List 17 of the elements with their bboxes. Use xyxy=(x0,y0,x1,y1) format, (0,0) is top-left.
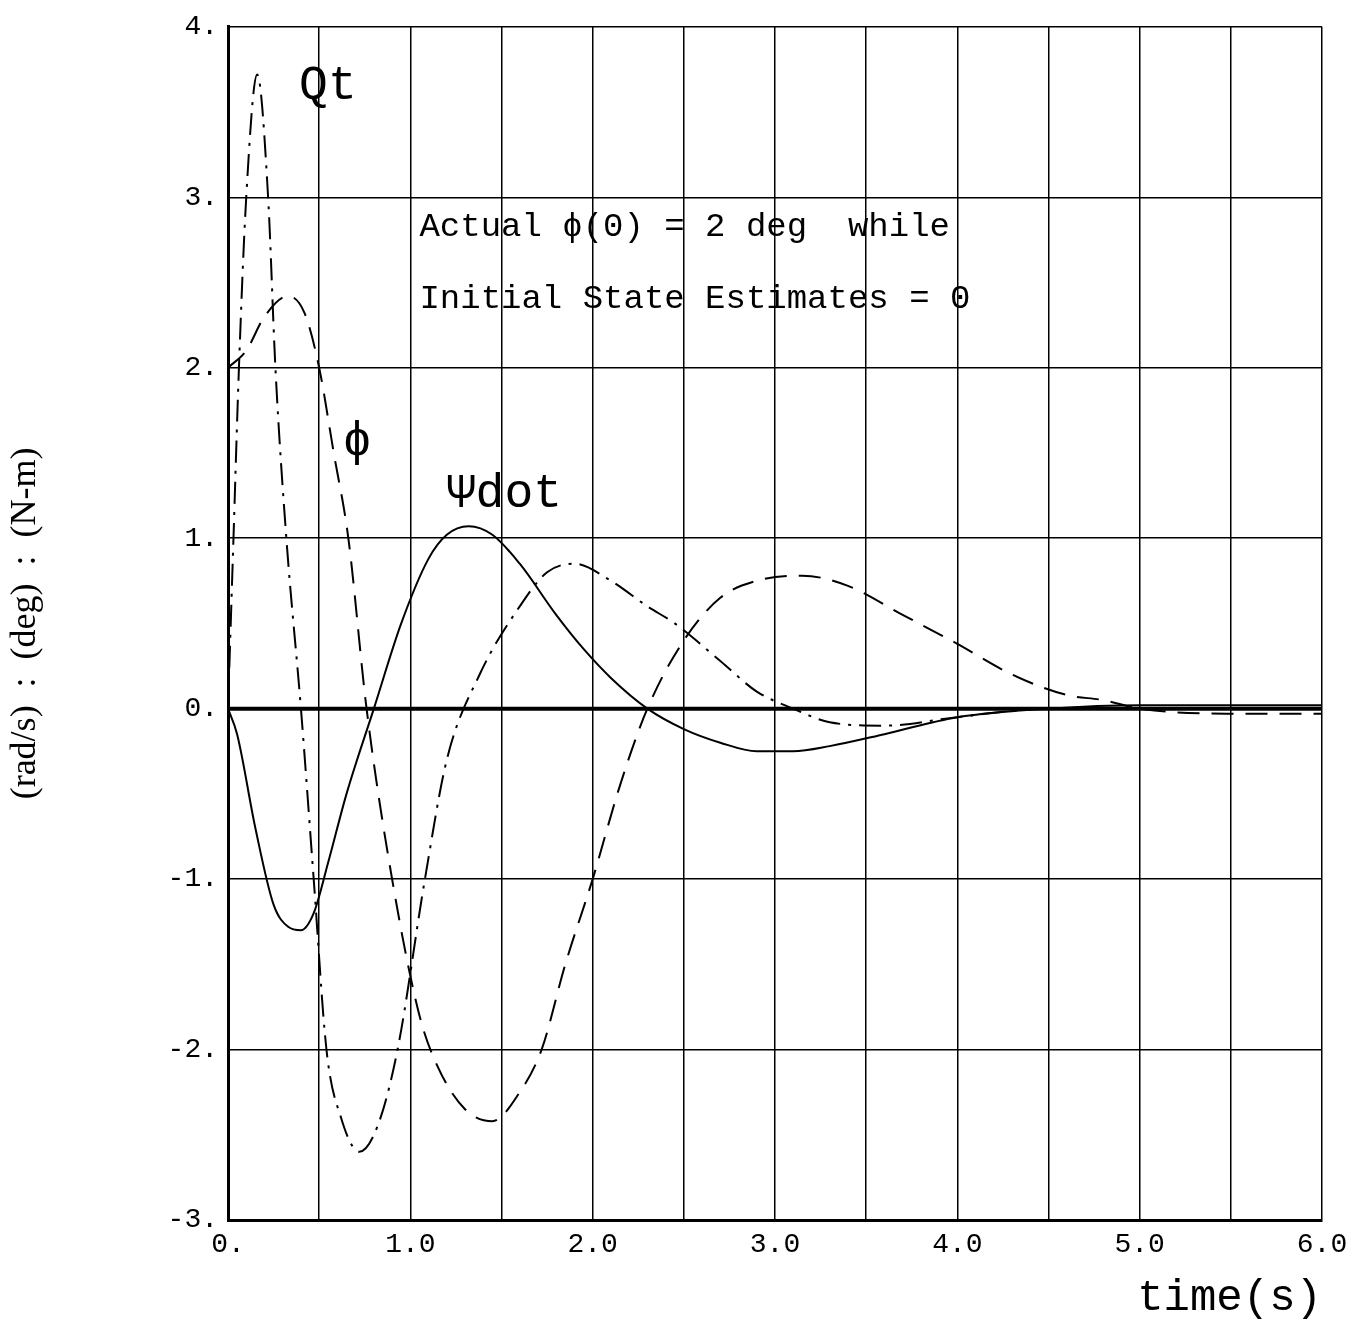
x-tick-label: 0. xyxy=(211,1229,245,1261)
y-tick-label: 3. xyxy=(184,181,218,213)
x-tick-label: 5.0 xyxy=(1114,1229,1165,1261)
x-tick-label: 2.0 xyxy=(567,1229,618,1261)
y-tick-label: 1. xyxy=(184,522,218,554)
x-tick-label: 6.0 xyxy=(1296,1229,1348,1261)
y-tick-label: 2. xyxy=(184,352,218,384)
x-tick-label: 3.0 xyxy=(749,1229,801,1261)
x-tick-label: 4.0 xyxy=(932,1229,983,1261)
y-tick-label: -2. xyxy=(167,1033,218,1065)
y-tick-label: 0. xyxy=(184,693,218,725)
x-axis-title: time(s) xyxy=(1137,1273,1322,1324)
x-tick-label: 1.0 xyxy=(385,1229,436,1261)
annotation: ϕ xyxy=(342,414,372,469)
y-axis-title: (rad/s) : (deg) : (N-m) xyxy=(3,447,44,800)
y-tick-label: 4. xyxy=(184,11,218,43)
y-tick-label: -1. xyxy=(167,863,218,895)
